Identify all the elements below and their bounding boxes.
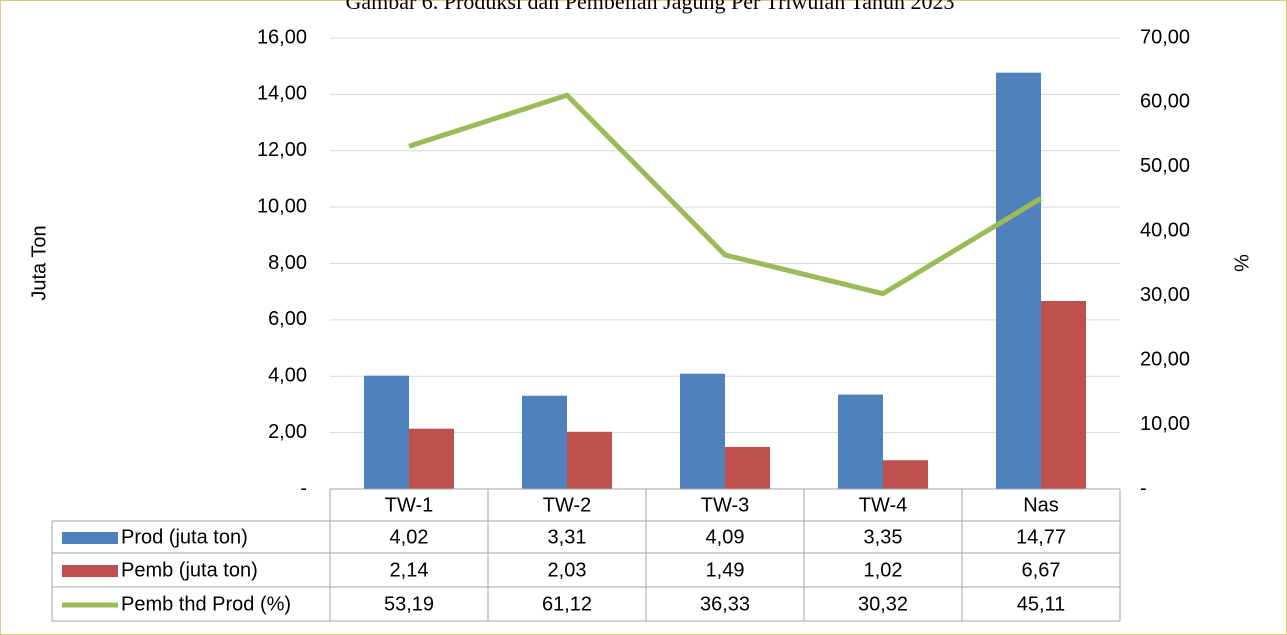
bar <box>680 373 725 489</box>
table-value: 6,67 <box>1022 559 1061 581</box>
y-tick-label: 12,00 <box>257 139 307 161</box>
x-tick-label: TW-4 <box>859 494 908 516</box>
y-tick-label: 4,00 <box>268 365 307 387</box>
x-tick-label: TW-2 <box>543 494 592 516</box>
y-tick-label: 14,00 <box>257 83 307 105</box>
table-value: 4,09 <box>706 526 745 548</box>
chart-title: Gambar 6. Produksi dan Pembelian Jagung … <box>345 0 954 14</box>
y-tick-label: 6,00 <box>268 308 307 330</box>
y2-axis-label: % <box>1230 254 1252 272</box>
y2-tick-label: 30,00 <box>1140 284 1190 306</box>
legend-label: Pemb thd Prod (%) <box>121 593 291 615</box>
y-tick-label: 2,00 <box>268 421 307 443</box>
bar <box>1041 300 1086 489</box>
table-value: 3,31 <box>548 526 587 548</box>
y2-tick-label: 60,00 <box>1140 91 1190 113</box>
legend-label: Prod (juta ton) <box>121 526 248 548</box>
x-tick-label: TW-3 <box>701 494 750 516</box>
table-value: 36,33 <box>700 593 750 615</box>
legend-key <box>62 532 118 544</box>
y2-tick-label: 40,00 <box>1140 220 1190 242</box>
x-tick-label: Nas <box>1023 494 1059 516</box>
line-series <box>408 92 1043 297</box>
bar <box>883 460 928 489</box>
table-value: 14,77 <box>1016 526 1066 548</box>
y-tick-label: 16,00 <box>257 26 307 48</box>
bar <box>996 72 1041 489</box>
y2-tick-label: 70,00 <box>1140 26 1190 48</box>
table-value: 1,49 <box>706 559 745 581</box>
table-value: 61,12 <box>542 593 592 615</box>
legend-label: Pemb (juta ton) <box>121 559 258 581</box>
bar <box>567 431 612 489</box>
y-tick-label: 10,00 <box>257 195 307 217</box>
table-value: 3,35 <box>864 526 903 548</box>
bar <box>364 375 409 489</box>
bar <box>409 428 454 489</box>
y2-tick-label: 10,00 <box>1140 413 1190 435</box>
y2-tick-label: 20,00 <box>1140 348 1190 370</box>
y2-tick-label: - <box>1140 477 1147 499</box>
y2-tick-label: 50,00 <box>1140 155 1190 177</box>
table-value: 45,11 <box>1017 593 1066 615</box>
table-value: 4,02 <box>390 526 429 548</box>
bar <box>838 394 883 489</box>
bar <box>522 395 567 489</box>
table-value: 30,32 <box>858 593 908 615</box>
bar <box>725 447 770 489</box>
table-value: 1,02 <box>864 559 903 581</box>
y-tick-label: 8,00 <box>268 252 307 274</box>
table-value: 53,19 <box>384 593 434 615</box>
y-tick-label: - <box>300 477 307 499</box>
legend-key <box>62 565 118 577</box>
y-axis-label: Juta Ton <box>28 225 50 300</box>
x-tick-label: TW-1 <box>385 494 434 516</box>
table-value: 2,14 <box>390 559 429 581</box>
table-value: 2,03 <box>548 559 587 581</box>
